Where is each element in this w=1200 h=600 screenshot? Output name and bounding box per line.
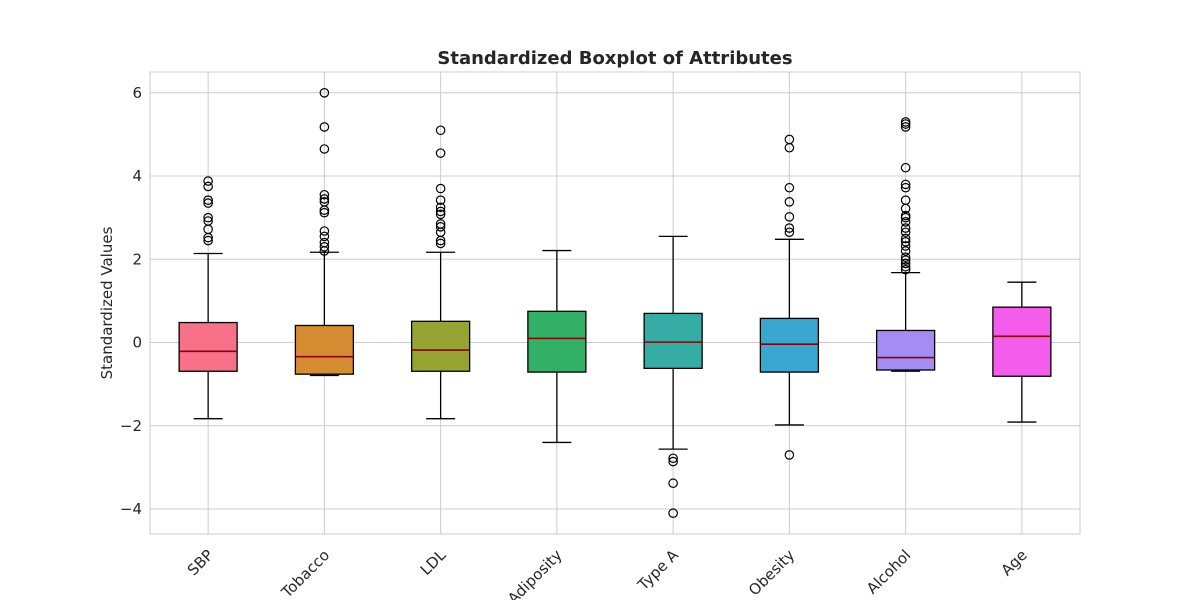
outlier-point (319, 242, 330, 252)
outlier-point (900, 223, 911, 233)
outlier-point (203, 195, 213, 205)
box-group-alcohol (875, 117, 936, 372)
outlier-point (900, 182, 911, 193)
iqr-box (643, 312, 703, 369)
x-tick-label: Tobacco (277, 546, 333, 600)
y-tick-label: 4 (132, 167, 142, 185)
box-group-age (992, 281, 1052, 423)
outlier-point (203, 198, 213, 208)
outlier-point (784, 223, 795, 233)
box-group-sbp (178, 176, 238, 420)
box-group-ldl (410, 125, 471, 420)
x-tick-label: SBP (184, 546, 217, 579)
outlier-point (900, 237, 911, 247)
iqr-box (527, 310, 587, 373)
iqr-box (759, 317, 820, 373)
outlier-point (203, 235, 213, 246)
outlier-point (900, 117, 911, 127)
outlier-point (435, 219, 446, 229)
outlier-point (319, 226, 330, 236)
outlier-point (319, 237, 330, 248)
outlier-point (668, 508, 678, 518)
box-group-adiposity (527, 249, 587, 444)
x-tick-label: Adiposity (504, 546, 566, 600)
x-tick-label: Obesity (745, 546, 798, 599)
outlier-point (435, 183, 446, 194)
outlier-point (900, 217, 911, 227)
outlier-point (319, 231, 330, 242)
outlier-point (784, 197, 795, 207)
outlier-point (900, 246, 911, 256)
y-axis-label: Standardized Values (98, 226, 116, 379)
outlier-point (784, 450, 795, 460)
iqr-box (294, 324, 355, 375)
outlier-point (203, 212, 213, 223)
outlier-point (900, 195, 911, 205)
outlier-point (435, 238, 446, 249)
outlier-point (203, 176, 213, 186)
y-tick-labels: −4 −2 0 2 4 6 (120, 84, 142, 518)
y-tick-label: 2 (132, 250, 142, 268)
outlier-point (435, 222, 446, 232)
outlier-point (784, 227, 795, 238)
outlier-point (319, 88, 330, 98)
plot-frame (149, 71, 1081, 535)
outlier-point (900, 227, 911, 238)
box-group-tobacco (294, 88, 355, 377)
y-tick-label: −2 (120, 417, 142, 435)
outlier-point (435, 195, 446, 205)
iqr-box (178, 321, 238, 372)
outlier-point (319, 144, 330, 154)
outlier-point (435, 209, 446, 220)
chart-title: Standardized Boxplot of Attributes (437, 48, 792, 69)
outlier-point (668, 456, 678, 467)
y-tick-label: 6 (132, 84, 142, 102)
outlier-point (900, 162, 911, 173)
iqr-box (992, 306, 1052, 377)
outlier-point (900, 122, 911, 132)
outlier-point (203, 181, 213, 192)
iqr-box (875, 329, 936, 371)
outlier-point (319, 122, 330, 132)
y-tick-label: −4 (120, 500, 142, 518)
outlier-point (435, 206, 446, 217)
outlier-point (435, 148, 446, 158)
box-group-obesity (759, 134, 820, 460)
outlier-point (900, 261, 911, 272)
box-group-type-a (643, 235, 703, 518)
x-tick-label: Alcohol (863, 546, 914, 597)
outlier-point (900, 233, 911, 244)
iqr-box (410, 320, 471, 372)
outlier-point (900, 264, 911, 275)
outlier-point (900, 210, 911, 221)
outlier-point (435, 202, 446, 213)
outlier-point (435, 125, 446, 136)
x-tick-labels: SBP Tobacco LDL Adiposity Type A Obesity Alcoh… (184, 546, 1031, 600)
grid-layer (150, 72, 1080, 534)
outlier-point (203, 216, 213, 226)
boxes-layer (178, 88, 1052, 518)
y-tick-label: 0 (132, 334, 142, 352)
outlier-point (319, 194, 330, 204)
x-tick-label: Age (997, 546, 1030, 579)
outlier-point (319, 197, 330, 207)
outlier-point (900, 258, 911, 269)
outlier-point (784, 134, 795, 145)
outlier-point (900, 252, 911, 263)
outlier-point (784, 182, 795, 193)
outlier-point (900, 241, 911, 251)
outlier-point (900, 179, 911, 190)
outlier-point (900, 255, 911, 265)
outlier-point (668, 453, 678, 464)
outlier-point (319, 207, 330, 218)
outlier-point (784, 212, 795, 222)
x-tick-label: Type A (634, 546, 683, 595)
outlier-point (319, 189, 330, 200)
outlier-point (668, 478, 678, 489)
x-tick-label: LDL (417, 546, 450, 579)
